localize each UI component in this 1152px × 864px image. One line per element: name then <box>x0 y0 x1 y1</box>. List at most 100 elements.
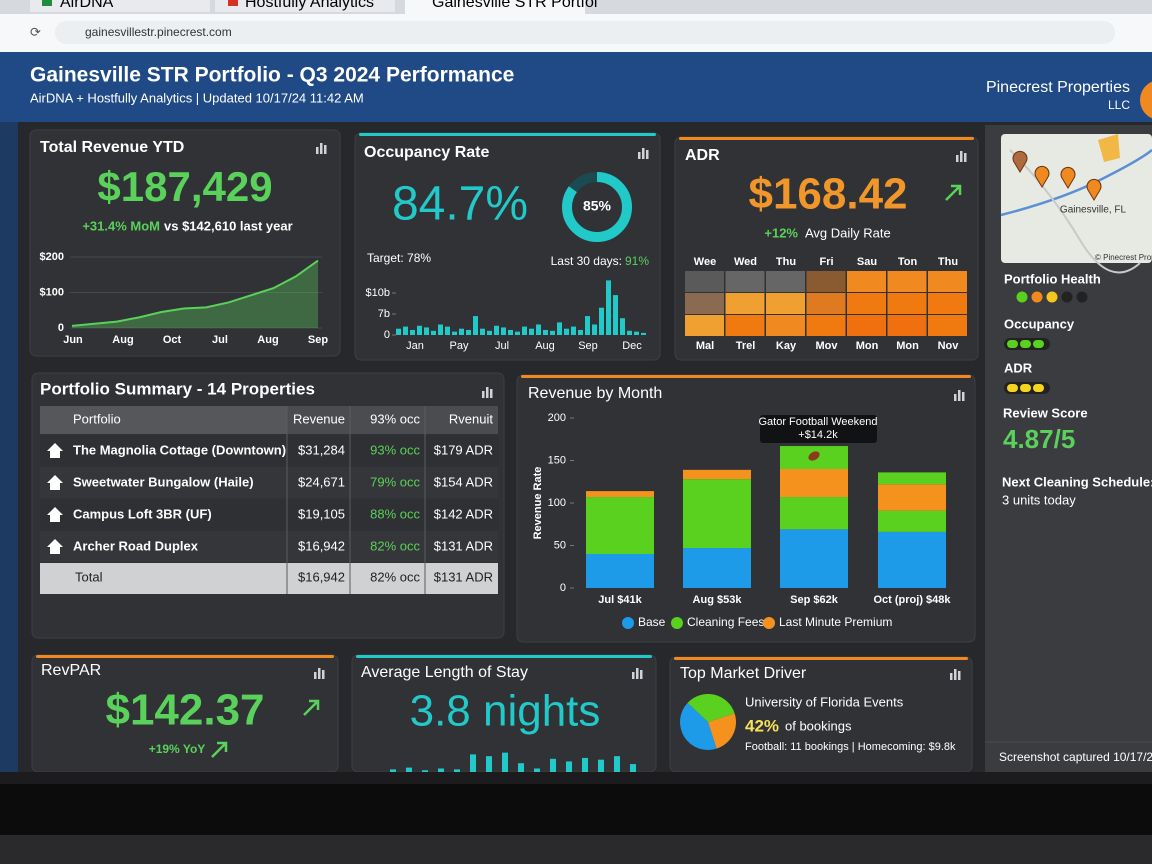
table-cell: Campus Loft 3BR (UF) <box>73 506 212 521</box>
kpi-value: 84.7% <box>392 178 528 231</box>
bar <box>566 761 572 772</box>
heat-label: Trel <box>736 340 756 352</box>
bar-segment <box>780 497 848 530</box>
bar <box>536 324 541 335</box>
table-cell: 79% occ <box>370 474 420 489</box>
bar <box>403 326 408 335</box>
x-tick-label: Jul <box>212 334 228 346</box>
heat-cell <box>887 271 927 292</box>
ring-label: 85% <box>583 198 612 214</box>
card-title: Revenue by Month <box>528 385 662 402</box>
table-cell: $154 ADR <box>434 474 493 489</box>
card-title: Portfolio Summary - 14 Properties <box>40 379 315 398</box>
bar <box>417 325 422 335</box>
heat-label: Wed <box>734 256 757 268</box>
chart-icon <box>324 145 327 154</box>
ring <box>562 172 632 242</box>
table-cell: $179 ADR <box>434 442 493 457</box>
table-cell: $142 ADR <box>434 506 493 521</box>
heat-label: Wee <box>694 256 716 268</box>
chart-icon <box>956 155 959 162</box>
heat-cell <box>928 293 967 314</box>
annotation-box <box>760 415 877 443</box>
heat-cell <box>847 293 886 314</box>
chart-icon <box>954 669 957 680</box>
company-suffix: LLC <box>1108 98 1130 112</box>
bar <box>518 763 524 772</box>
x-tick-label: Oct <box>163 334 182 346</box>
health-dot <box>1046 291 1058 303</box>
chart-icon <box>964 153 967 162</box>
kpi-value: $187,429 <box>97 163 272 210</box>
bar <box>613 295 618 335</box>
chart-icon <box>642 148 645 159</box>
x-tick-label: Aug <box>112 334 133 346</box>
bar <box>438 324 443 335</box>
chart-icon <box>316 147 319 154</box>
total-cell: 82% occ <box>370 569 420 584</box>
home-icon <box>47 443 63 458</box>
heat-cell <box>685 315 724 336</box>
section-title: Portfolio Health <box>1004 271 1101 286</box>
chart-icon <box>962 392 965 401</box>
x-tick-label: Sep <box>308 334 328 346</box>
card-title: Top Market Driver <box>680 665 807 682</box>
y-tick-label: 150 <box>548 454 566 466</box>
bar <box>494 325 499 335</box>
bar-segment <box>683 479 751 549</box>
bar-segment <box>878 531 946 588</box>
table-cell: The Magnolia Cottage (Downtown) <box>73 442 286 457</box>
last30-label: Last 30 days: <box>551 254 622 268</box>
chart-icon <box>640 670 643 679</box>
tab-icon <box>228 0 238 6</box>
bar <box>410 329 415 335</box>
column-header: Portfolio <box>73 411 121 426</box>
trend-arrow <box>303 699 320 716</box>
label: Gainesville STR Portfol <box>432 0 597 11</box>
map <box>1001 134 1152 263</box>
home-icon <box>47 507 63 522</box>
pie-slice <box>708 713 737 749</box>
label: Hostfully Analytics <box>245 0 374 11</box>
bar-segment <box>780 469 848 498</box>
card-accent <box>359 133 656 136</box>
area <box>72 260 318 328</box>
url: gainesvillestr.pinecrest.com <box>85 25 232 39</box>
bar <box>480 328 485 335</box>
bar <box>550 758 556 772</box>
x-tick-label: Aug <box>535 340 555 352</box>
company: Pinecrest Properties <box>986 79 1130 96</box>
y-tick-label: 0 <box>384 329 390 341</box>
y-axis-label: Revenue Rate <box>532 467 544 540</box>
card <box>29 129 341 357</box>
bar <box>466 329 471 335</box>
heat-label: Kay <box>776 340 797 352</box>
table-row <box>40 531 498 562</box>
nav-icon: ⟳ <box>30 24 41 39</box>
bezel-edge <box>0 772 1152 784</box>
trend-arrow <box>211 741 228 758</box>
annotation-text: +$14.2k <box>798 429 838 441</box>
chart-icon <box>632 672 635 679</box>
chart-icon <box>958 671 961 680</box>
map-pin <box>1034 165 1050 188</box>
legend-swatch <box>763 617 775 629</box>
total-cell: $131 ADR <box>434 569 493 584</box>
kpi-caption: Avg Daily Rate <box>805 225 891 240</box>
chart-icon <box>638 152 641 159</box>
heat-cell <box>725 293 765 314</box>
label: AirDNA <box>60 0 114 11</box>
legend-swatch <box>671 617 683 629</box>
map-pin <box>1012 150 1028 173</box>
heat-cell <box>887 315 927 336</box>
heat-label: Mon <box>856 340 879 352</box>
table-cell: $19,105 <box>298 506 345 521</box>
heat-cell <box>685 293 724 314</box>
card-accent <box>356 655 652 658</box>
driver-detail: Football: 11 bookings | Homecoming: $9.8… <box>745 741 956 753</box>
chart-icon <box>314 672 317 679</box>
y-tick-label: 7b <box>378 308 390 320</box>
map-area <box>1098 134 1120 162</box>
bar <box>641 332 646 335</box>
driver-share: 42% <box>745 716 779 735</box>
